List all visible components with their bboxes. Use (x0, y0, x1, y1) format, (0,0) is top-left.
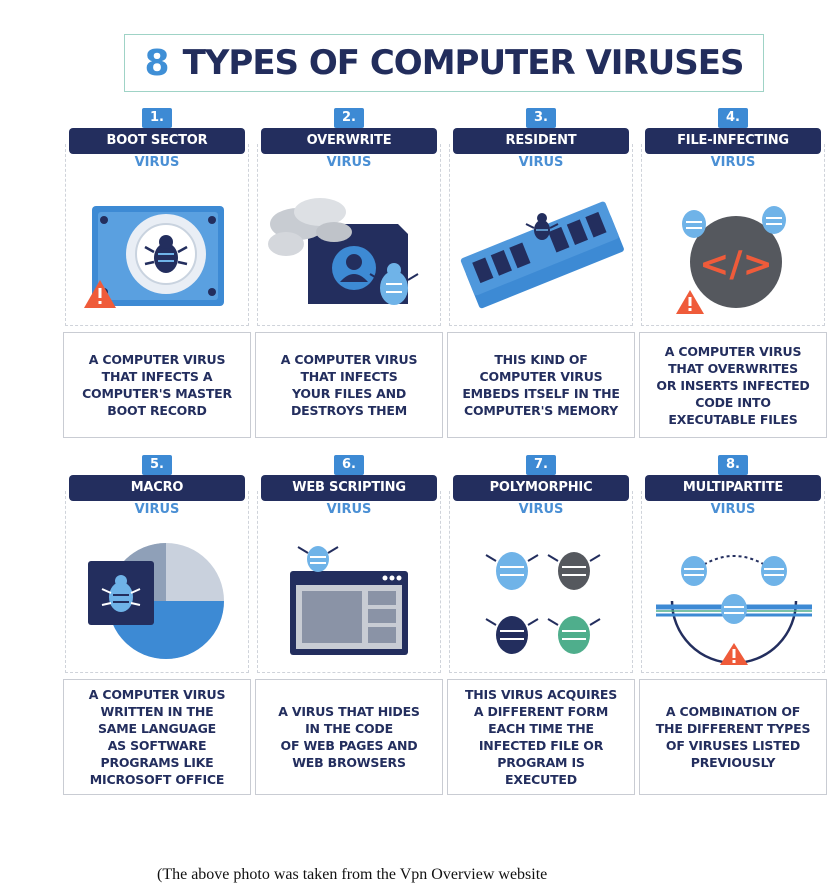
photo-caption: (The above photo was taken from the Vpn … (157, 866, 548, 883)
virus-label: VIRUS (518, 155, 564, 170)
card-name: WEB SCRIPTING (261, 475, 437, 501)
card-description: A COMPUTER VIRUS WRITTEN IN THE SAME LAN… (88, 687, 226, 787)
illustration-frame (65, 491, 249, 673)
file-infecting-illustration: </> (676, 206, 786, 314)
boot-sector-illustration (84, 206, 224, 308)
card-number-badge: 3. (526, 108, 556, 128)
virus-label: VIRUS (326, 502, 372, 517)
card-description: A COMPUTER VIRUS THAT INFECTS A COMPUTER… (82, 352, 232, 418)
card-number-badge: 1. (142, 108, 172, 128)
card-name: POLYMORPHIC (453, 475, 629, 501)
card-description: A COMPUTER VIRUS THAT OVERWRITES OR INSE… (656, 343, 810, 427)
description-box: THIS VIRUS ACQUIRES A DIFFERENT FORM EAC… (447, 679, 635, 795)
virus-label: VIRUS (518, 502, 564, 517)
card-number-badge: 6. (334, 455, 364, 475)
illustration-frame: </> (641, 144, 825, 326)
description-box: A COMBINATION OF THE DIFFERENT TYPES OF … (639, 679, 827, 795)
illustration-frame (449, 144, 633, 326)
card-name: MACRO (69, 475, 245, 501)
title-number: 8 (144, 42, 170, 84)
card-number-badge: 5. (142, 455, 172, 475)
title-box: 8 TYPES OF COMPUTER VIRUSES (124, 34, 764, 92)
svg-text:</>: </> (699, 244, 772, 285)
card-name: RESIDENT (453, 128, 629, 154)
polymorphic-illustration (485, 552, 601, 654)
card-description: A COMPUTER VIRUS THAT INFECTS YOUR FILES… (280, 352, 418, 418)
illustration-frame (65, 144, 249, 326)
description-box: THIS KIND OF COMPUTER VIRUS EMBEDS ITSEL… (447, 332, 635, 438)
card-number-badge: 8. (718, 455, 748, 475)
card-name: MULTIPARTITE (645, 475, 821, 501)
description-box: A COMPUTER VIRUS THAT OVERWRITES OR INSE… (639, 332, 827, 438)
illustration-frame (257, 491, 441, 673)
virus-label: VIRUS (134, 155, 180, 170)
card-number-badge: 7. (526, 455, 556, 475)
card-number-badge: 2. (334, 108, 364, 128)
card-description: A COMBINATION OF THE DIFFERENT TYPES OF … (655, 704, 811, 770)
illustration-frame (257, 144, 441, 326)
description-box: A COMPUTER VIRUS THAT INFECTS A COMPUTER… (63, 332, 251, 438)
card-name: FILE-INFECTING (645, 128, 821, 154)
description-box: A VIRUS THAT HIDES IN THE CODE OF WEB PA… (255, 679, 443, 795)
description-box: A COMPUTER VIRUS WRITTEN IN THE SAME LAN… (63, 679, 251, 795)
illustration-frame (641, 491, 825, 673)
web-scripting-illustration (290, 546, 408, 655)
card-description: THIS KIND OF COMPUTER VIRUS EMBEDS ITSEL… (462, 352, 620, 418)
virus-label: VIRUS (710, 502, 756, 517)
card-name: OVERWRITE (261, 128, 437, 154)
card-description: THIS VIRUS ACQUIRES A DIFFERENT FORM EAC… (464, 687, 618, 787)
overwrite-illustration (268, 198, 419, 305)
resident-illustration (460, 201, 624, 309)
illustration-frame (449, 491, 633, 673)
card-number-badge: 4. (718, 108, 748, 128)
macro-illustration (88, 543, 224, 659)
multipartite-illustration (656, 555, 812, 665)
description-box: A COMPUTER VIRUS THAT INFECTS YOUR FILES… (255, 332, 443, 438)
virus-label: VIRUS (326, 155, 372, 170)
virus-label: VIRUS (710, 155, 756, 170)
card-description: A VIRUS THAT HIDES IN THE CODE OF WEB PA… (278, 704, 420, 770)
card-name: BOOT SECTOR (69, 128, 245, 154)
virus-label: VIRUS (134, 502, 180, 517)
page-title: TYPES OF COMPUTER VIRUSES (182, 43, 745, 83)
